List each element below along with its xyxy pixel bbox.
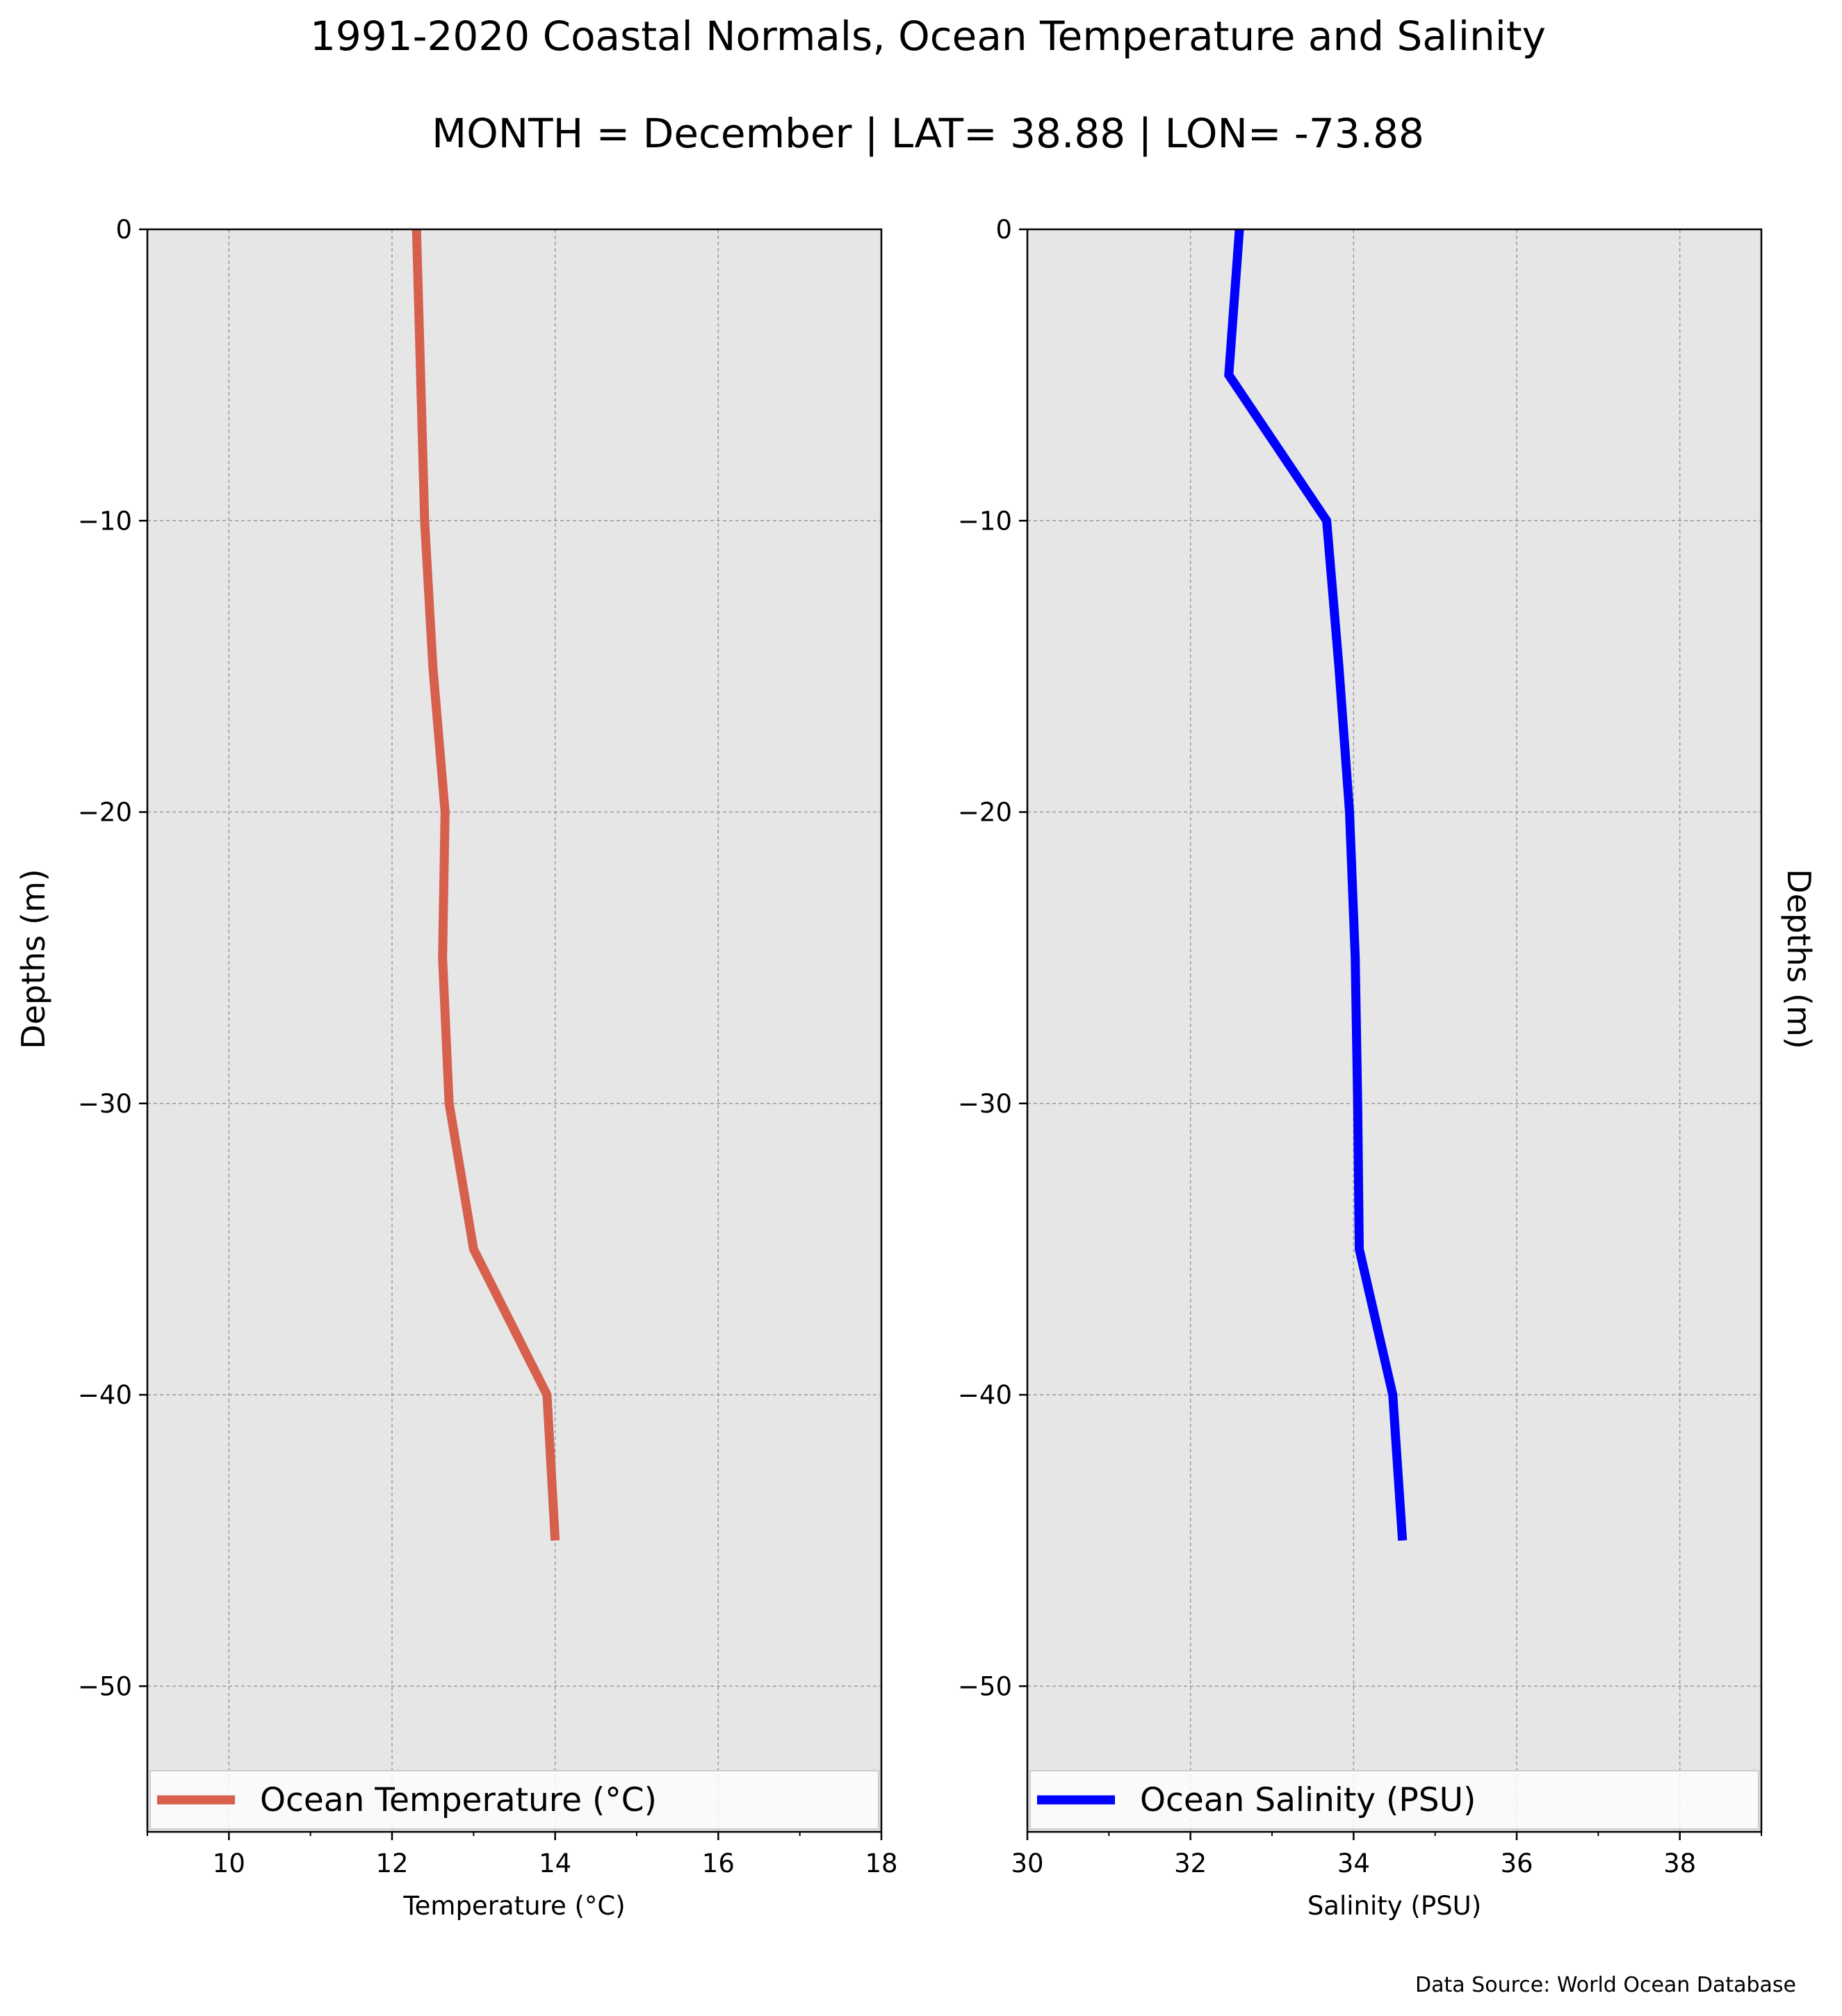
temperature-x-tick-label: 14 xyxy=(539,1849,571,1878)
salinity-x-tick-label: 32 xyxy=(1174,1849,1207,1878)
temperature-y-tick-label: −10 xyxy=(78,506,132,536)
salinity-x-tick-label: 30 xyxy=(1011,1849,1043,1878)
temperature-x-tick-label: 10 xyxy=(213,1849,245,1878)
temperature-y-tick-label: −30 xyxy=(78,1089,132,1119)
salinity-x-tick-label: 34 xyxy=(1337,1849,1370,1878)
salinity-panel: 30 32 34 36 38 0 −10 −20 −30 −40 −50 Salinity (PSU)… xyxy=(958,215,1763,1921)
temperature-legend: Ocean Temperature (°C) xyxy=(149,1770,879,1830)
temperature-plot-area xyxy=(147,229,881,1832)
chart-title: 1991-2020 Coastal Normals, Ocean Tempera… xyxy=(310,13,1546,60)
temperature-y-tick-label: −40 xyxy=(78,1380,132,1410)
salinity-y-tick-label: −20 xyxy=(958,798,1012,828)
salinity-y-tick-label: −30 xyxy=(958,1089,1012,1119)
salinity-y-tick-label: −40 xyxy=(958,1380,1012,1410)
salinity-axes-frame xyxy=(1026,228,1763,1833)
temperature-x-tick-label: 16 xyxy=(702,1849,735,1878)
temperature-series-line xyxy=(411,229,560,1541)
salinity-series-line xyxy=(1224,229,1408,1541)
temperature-legend-box xyxy=(149,1770,879,1830)
temperature-x-tick-label: 12 xyxy=(375,1849,408,1878)
salinity-legend-label: Ocean Salinity (PSU) xyxy=(1140,1781,1476,1819)
salinity-y-tick-label: 0 xyxy=(995,215,1012,245)
salinity-plot-area xyxy=(1027,229,1761,1832)
temperature-y-tick-label: 0 xyxy=(115,215,132,245)
salinity-x-axis-label: Salinity (PSU) xyxy=(1307,1891,1481,1921)
chart-subtitle: MONTH = December | LAT= 38.88 | LON= -73… xyxy=(432,110,1424,157)
salinity-y-tick-label: −50 xyxy=(958,1671,1012,1701)
temperature-y-tick-label: −20 xyxy=(78,798,132,828)
salinity-x-tick-label: 36 xyxy=(1500,1849,1533,1878)
temperature-panel: 10 12 14 16 18 0 −10 −20 −30 −40 −50 Temperature (°… xyxy=(78,215,898,1921)
salinity-y-tick-label: −10 xyxy=(958,506,1012,536)
salinity-x-tick-label: 38 xyxy=(1663,1849,1696,1878)
salinity-legend: Ocean Salinity (PSU) xyxy=(1029,1770,1759,1830)
temperature-x-axis-label: Temperature (°C) xyxy=(402,1891,625,1921)
salinity-legend-box xyxy=(1029,1770,1759,1830)
temperature-y-tick-label: −50 xyxy=(78,1671,132,1701)
temperature-x-tick-label: 18 xyxy=(865,1849,897,1878)
temperature-axes-frame xyxy=(146,228,883,1833)
temperature-legend-label: Ocean Temperature (°C) xyxy=(260,1781,657,1819)
data-source-note: Data Source: World Ocean Database xyxy=(1415,1973,1796,1997)
left-y-axis-label: Depths (m) xyxy=(15,869,52,1049)
right-y-axis-label: Depths (m) xyxy=(1780,869,1818,1049)
